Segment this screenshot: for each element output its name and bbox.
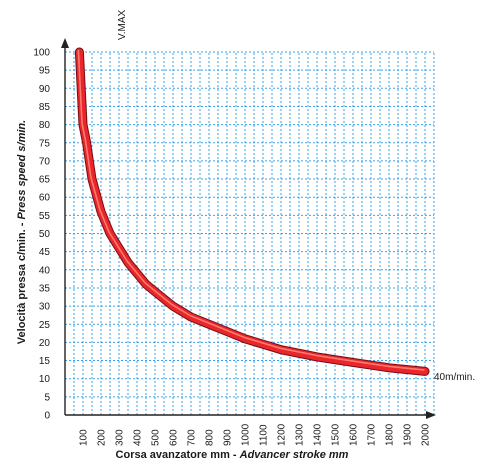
y-axis-title: Velocità pressa c/min. - Press speed s/m… [16, 120, 28, 344]
x-tick-label: 2000 [421, 423, 432, 446]
x-tick-label: 200 [97, 429, 108, 446]
grid [65, 51, 435, 415]
x-tick-label: 900 [223, 429, 234, 446]
y-tick-label: 50 [39, 229, 51, 240]
y-tick-label: 60 [39, 193, 51, 204]
y-tick-label: 85 [39, 102, 51, 113]
x-tick-label: 500 [151, 429, 162, 446]
x-tick-label: 1200 [277, 423, 288, 446]
x-tick-label: 1100 [259, 424, 270, 446]
y-tick-label: 95 [39, 66, 51, 77]
x-tick-label: 1800 [385, 423, 396, 446]
y-tick-label: 75 [39, 138, 51, 149]
series-layer [74, 47, 430, 376]
y-tick-label: 90 [39, 84, 51, 95]
y-tick-label: 15 [39, 356, 51, 367]
x-axis-title: Corsa avanzatore mm - Advancer stroke mm [116, 449, 349, 461]
y-tick-label: 80 [39, 120, 51, 131]
end-label: 40m/min. [434, 372, 475, 383]
x-axis-arrow [426, 411, 436, 419]
y-tick-label: 10 [39, 374, 51, 385]
series-line-shadow [74, 47, 430, 376]
x-tick-label: 400 [133, 429, 144, 446]
y-tick-label: 5 [44, 392, 50, 403]
x-axis-title-italic: Advancer stroke mm [239, 449, 349, 461]
vmax-label: V.MAX [117, 9, 128, 40]
y-tick-label: 100 [33, 48, 50, 59]
x-tick-label: 1400 [313, 423, 324, 446]
series-line-highlight [77, 49, 425, 371]
y-tick-label: 30 [39, 302, 51, 313]
y-tick-label: 0 [44, 411, 50, 422]
series-line [75, 48, 429, 375]
x-tick-label: 1900 [403, 423, 414, 446]
x-tick-label: 1500 [331, 423, 342, 446]
x-tick-label: 1600 [349, 423, 360, 446]
y-axis-arrow [61, 38, 69, 48]
x-tick-label: 800 [205, 429, 216, 446]
x-tick-labels: 100 200 300 400 500 600 700 800 900 1000 1100 1200 1… [79, 423, 432, 446]
axes [61, 38, 436, 419]
y-tick-label: 35 [39, 283, 51, 294]
y-tick-label: 55 [39, 211, 51, 222]
y-tick-labels: 0 5 10 15 20 25 30 35 40 45 50 55 60 65 70 75 80 85 90 95 10… [33, 48, 50, 422]
y-tick-label: 40 [39, 265, 51, 276]
y-tick-label: 70 [39, 156, 51, 167]
x-tick-label: 700 [187, 429, 198, 446]
x-tick-label: 300 [115, 429, 126, 446]
y-tick-label: 20 [39, 338, 51, 349]
x-tick-label: 1300 [295, 423, 306, 446]
x-tick-label: 600 [169, 429, 180, 446]
y-tick-label: 25 [39, 320, 51, 331]
y-tick-label: 45 [39, 247, 51, 258]
x-axis-title-plain: Corsa avanzatore mm - [116, 449, 240, 461]
y-axis-title-plain: Velocità pressa c/min. - [16, 219, 28, 344]
x-tick-label: 100 [79, 429, 90, 446]
x-tick-label: 1700 [367, 423, 378, 446]
x-tick-label: 1000 [241, 423, 252, 446]
y-axis-title-italic: Press speed s/min. [16, 120, 28, 220]
y-tick-label: 65 [39, 175, 51, 186]
